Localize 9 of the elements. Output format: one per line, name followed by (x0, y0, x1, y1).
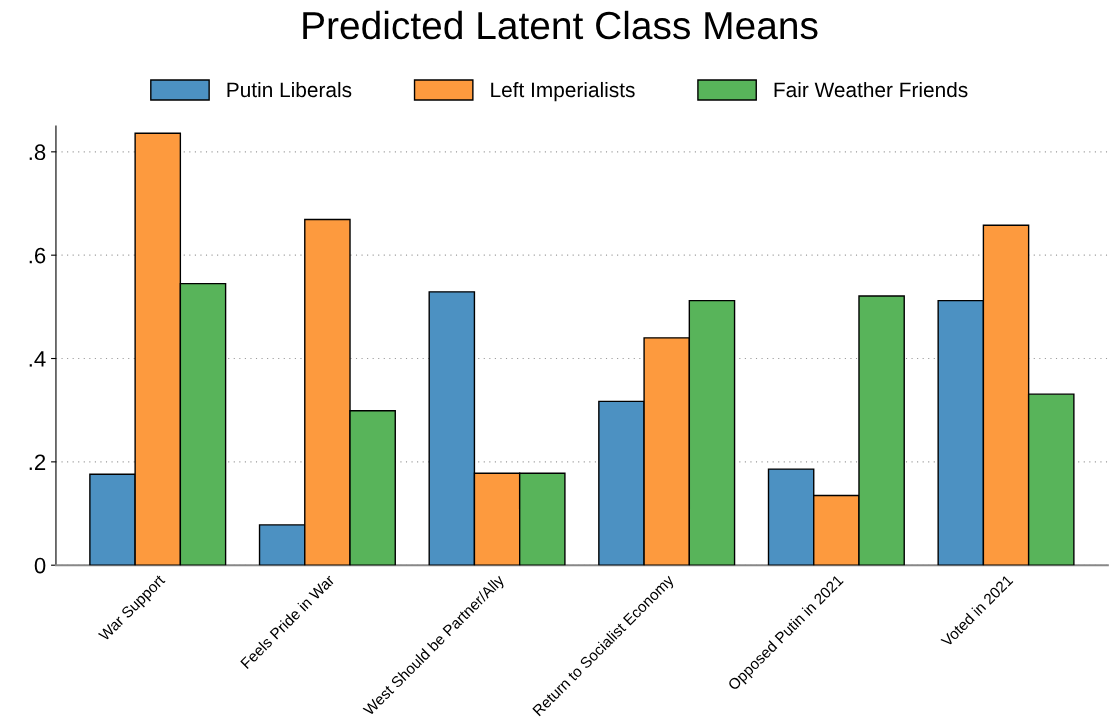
chart-title: Predicted Latent Class Means (303, 10, 818, 40)
y-tick-label: 0 (34, 557, 46, 574)
y-tick-label: .8 (29, 144, 46, 161)
y-tick-label: .4 (29, 351, 46, 367)
legend-label: Left Imperialists (491, 81, 635, 102)
legend-label: Putin Liberals (227, 81, 352, 98)
y-tick-label: .6 (29, 247, 46, 264)
legend-label: Fair Weather Friends (774, 81, 968, 98)
y-tick-label: .2 (29, 454, 46, 470)
